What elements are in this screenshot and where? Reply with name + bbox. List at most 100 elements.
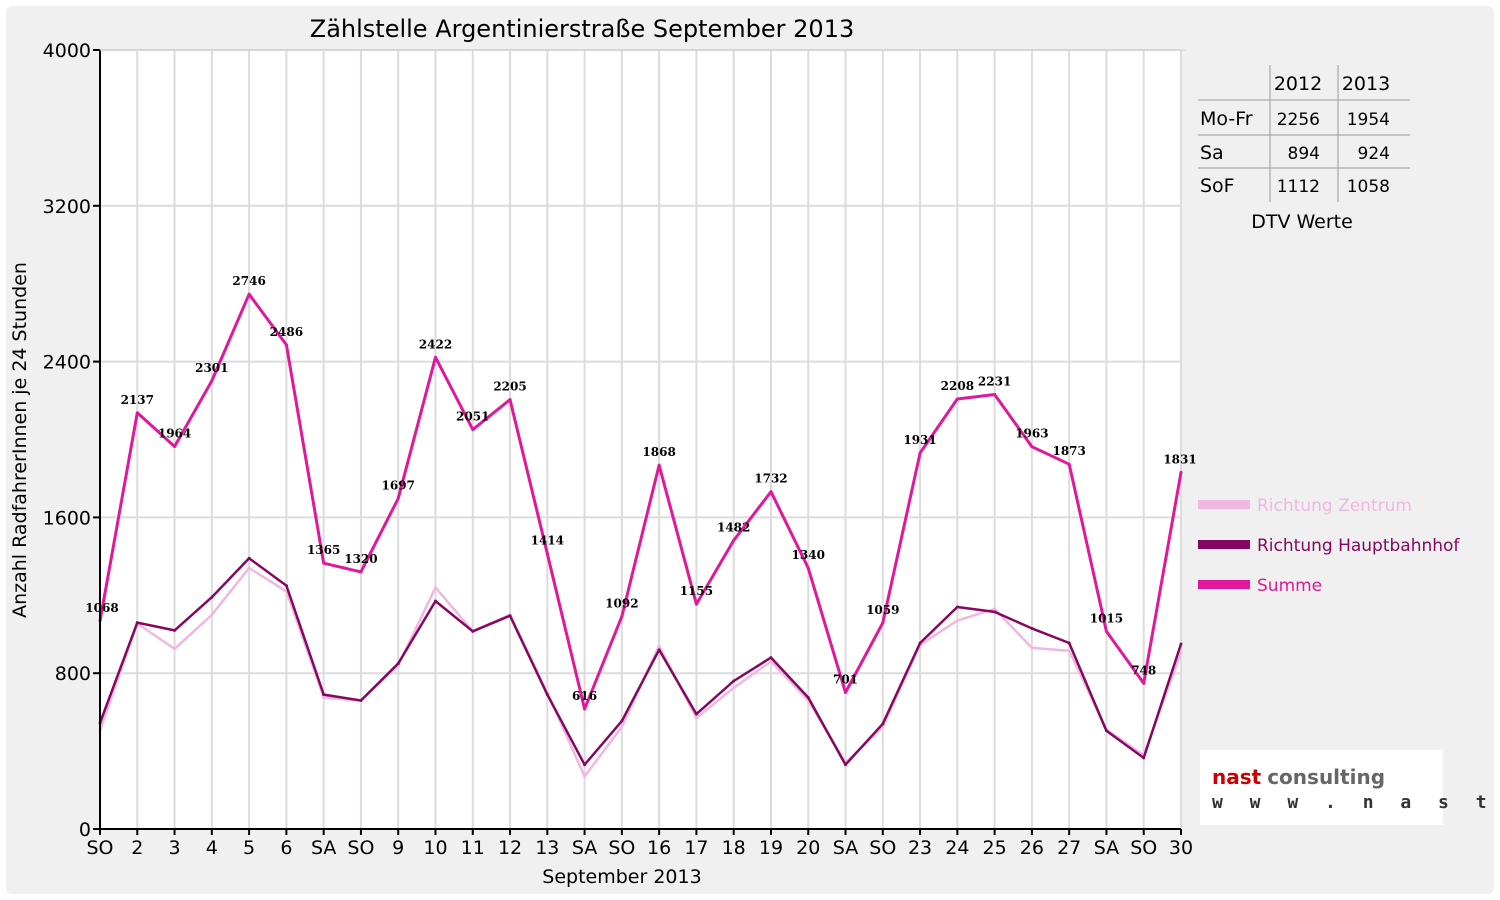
legend-swatch-hauptbahnhof [1198,540,1250,549]
series-point-2 [433,599,437,603]
x-tick-label: SA [833,837,858,859]
data-label: 2422 [419,337,452,351]
series-point-3 [284,343,288,347]
x-tick-label: SO [86,837,113,859]
data-label: 1365 [307,543,340,557]
series-point-1 [769,660,773,664]
series-line-3 [98,292,1183,711]
legend-label-summe: Summe [1257,576,1322,596]
dtv-row-label: Mo-Fr [1200,108,1253,130]
series-point-2 [135,621,139,625]
x-tick-label: SA [311,837,336,859]
series-point-3 [881,621,885,625]
data-label: 1059 [866,603,899,617]
x-tick-label: 5 [243,837,255,859]
series-point-1 [955,619,959,623]
dtv-header-2012: 2012 [1274,73,1322,95]
series-point-1 [620,725,624,729]
data-label: 1697 [382,479,415,493]
legend-label-zentrum: Richtung Zentrum [1257,496,1412,516]
x-tick-label: 4 [206,837,218,859]
x-tick-label: SA [572,837,597,859]
dtv-cell: 1058 [1347,177,1390,197]
grid [100,49,1182,829]
series-point-3 [545,552,549,556]
series-point-2 [1067,641,1071,645]
data-label: 2208 [941,379,974,393]
series-point-3 [471,428,475,432]
series-point-2 [657,648,661,652]
x-tick-label: 16 [647,837,671,859]
series-point-1 [657,644,661,648]
series-point-2 [694,712,698,716]
data-label: 1831 [1163,452,1196,466]
series-point-3 [210,379,214,383]
series-point-2 [359,698,363,702]
x-tick-label: 20 [796,837,820,859]
series-point-2 [545,693,549,697]
series-point-3 [1179,470,1183,474]
series-point-2 [620,719,624,723]
x-tick-label: SO [347,837,374,859]
data-label: 1964 [158,427,191,441]
series-point-3 [732,538,736,542]
data-label: 2231 [978,375,1011,389]
x-tick-label: SO [608,837,635,859]
data-label: 2137 [121,393,154,407]
x-tick-label: 26 [1020,837,1044,859]
legend: Richtung Zentrum Richtung Hauptbahnhof S… [1198,496,1460,596]
data-label: 1732 [754,472,787,486]
y-tick-label: 3200 [43,196,91,218]
dtv-cell: 1112 [1277,177,1320,197]
dtv-caption: DTV Werte [1251,211,1353,233]
data-label: 616 [572,689,597,703]
dtv-cell: 1954 [1347,110,1390,130]
axes [99,49,1186,831]
series-point-2 [1179,642,1183,646]
data-label: 2486 [270,325,303,339]
series-point-2 [1104,729,1108,733]
series-point-1 [1067,649,1071,653]
series-point-3 [396,497,400,501]
series-point-3 [508,398,512,402]
data-label: 1068 [85,601,118,615]
series-point-3 [247,292,251,296]
data-label: 1320 [344,552,377,566]
x-tick-label: 10 [423,837,447,859]
x-tick-label: SA [1094,837,1119,859]
series-point-1 [247,566,251,570]
series-point-3 [844,690,848,694]
data-label: 748 [1131,663,1156,677]
dtv-header-2013: 2013 [1342,73,1390,95]
dtv-table: 2012 2013 Mo-Fr 2256 1954 Sa 894 924 SoF… [1198,65,1410,233]
y-tick-label: 1600 [43,507,91,529]
series-point-3 [993,393,997,397]
data-labels: 1068 2137 1964 2301 2746 2486 1365 1320 1697 2422… [85,274,1196,703]
series-point-3 [1142,681,1146,685]
series-point-3 [433,355,437,359]
series-point-2 [1142,756,1146,760]
series-point-3 [955,397,959,401]
x-tick-label: SO [869,837,896,859]
chart-title: Zählstelle Argentinierstraße September 2… [310,15,854,43]
logo-background [1200,750,1443,825]
x-tick-label: 13 [535,837,559,859]
data-label: 1340 [792,548,825,562]
logo-word-nast: nast [1212,765,1262,789]
data-label: 1092 [605,596,638,610]
series-point-1 [1030,646,1034,650]
series-point-3 [173,445,177,449]
series-point-2 [732,679,736,683]
x-tick-label: 11 [461,837,485,859]
plot-area [100,50,1181,829]
y-tick-label: 0 [79,819,91,841]
series-point-2 [918,641,922,645]
legend-swatch-zentrum [1198,500,1250,509]
series-point-1 [1179,651,1183,655]
series-point-1 [210,613,214,617]
y-tick-label: 800 [55,663,91,685]
data-label: 2301 [195,361,228,375]
series-point-3 [1104,629,1108,633]
